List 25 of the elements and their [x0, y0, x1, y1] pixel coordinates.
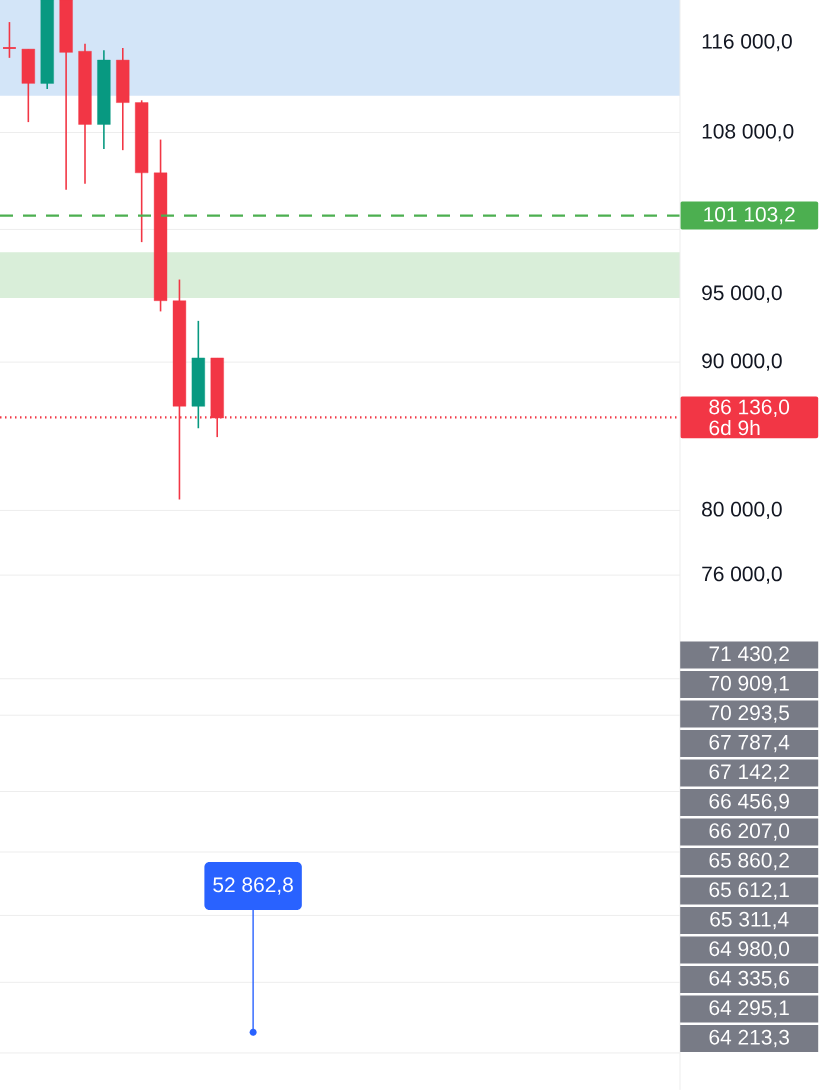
text: 71 430,2 — [709, 646, 789, 664]
text: 64 980,0 — [709, 941, 790, 959]
annotation: 52 862,8 — [213, 877, 293, 895]
y-tick-label: 116 000,0 — [702, 33, 792, 52]
text: 65 860,2 — [709, 852, 789, 871]
text: 66 207,0 — [709, 823, 790, 841]
ref-line-label: 101 103,2 — [704, 206, 795, 225]
y-tick-label: 76 000,0 — [702, 566, 782, 584]
text: 70 909,1 — [709, 675, 789, 694]
y-tick-label: 95 000,0 — [702, 285, 782, 303]
y-tick-label: 90 000,0 — [702, 353, 782, 371]
text: 67 787,4 — [709, 734, 790, 753]
text: 65 612,1 — [709, 882, 789, 900]
ref-line-label: 86 136,0 — [709, 399, 790, 417]
y-tick-label: 108 000,0 — [702, 123, 794, 142]
text: 6d 9h — [709, 419, 760, 436]
text: 67 142,2 — [709, 764, 789, 782]
text: 64 335,6 — [709, 970, 789, 989]
text: 70 293,5 — [709, 705, 789, 723]
y-tick-label: 80 000,0 — [702, 501, 782, 520]
text: 64 295,1 — [709, 1000, 789, 1018]
candlestick — [2, 21, 17, 59]
text: 65 311,4 — [710, 911, 789, 930]
text: 66 456,9 — [709, 793, 789, 812]
text: 64 213,3 — [709, 1029, 789, 1048]
